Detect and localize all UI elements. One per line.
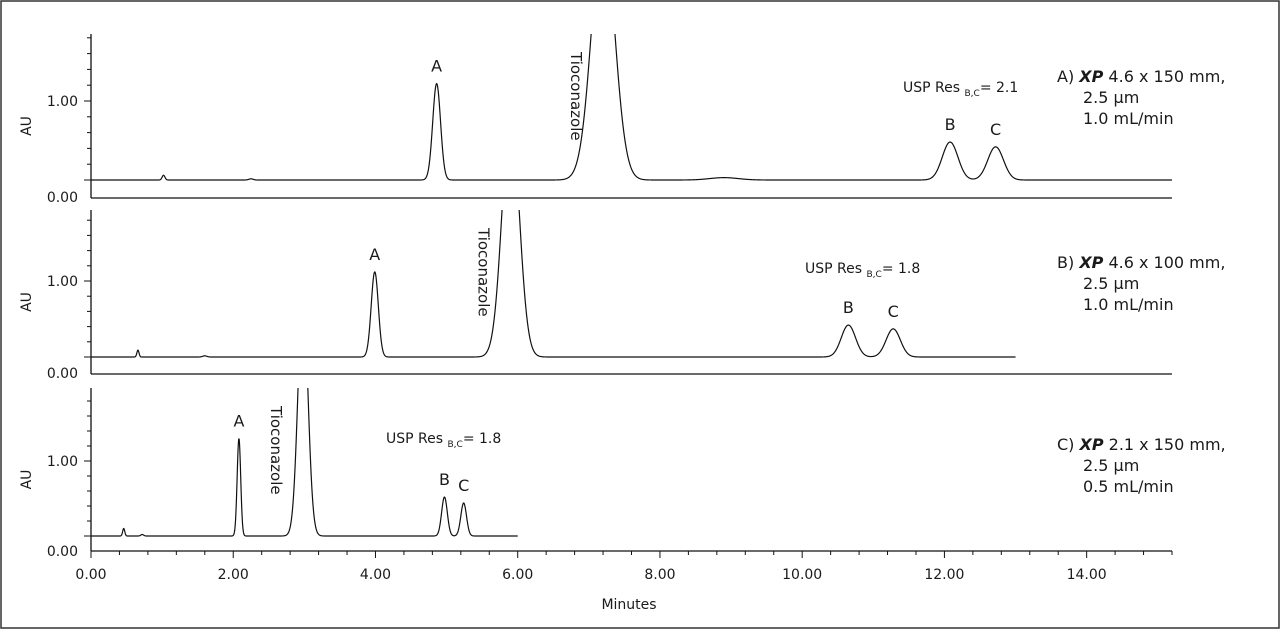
y-tick-label: 1.00: [47, 454, 78, 470]
resolution-annotation: USP Res B,C= 1.8: [386, 431, 501, 450]
column-caption-line: 0.5 mL/min: [1083, 477, 1174, 496]
column-caption-line: 2.5 μm: [1083, 456, 1139, 475]
column-caption-line: 2.5 μm: [1083, 274, 1139, 293]
peak-label-a: A: [431, 57, 442, 76]
peak-label-b: B: [945, 115, 956, 134]
panel-c: 0.00 1.00 AU A Tioconazole B C USP Res B,C= 1.8…: [19, 388, 1226, 560]
column-caption-line: 2.5 μm: [1083, 88, 1139, 107]
x-axis-label: Minutes: [601, 597, 656, 613]
y-axis-label: AU: [19, 292, 35, 312]
column-caption: C) XP 2.1 x 150 mm,: [1057, 435, 1226, 454]
x-axis: 0.00 2.00 4.00 6.00 8.00 10.00 12.00 14.00: [75, 551, 1173, 583]
x-tick-label: 8.00: [644, 567, 675, 583]
x-tick-label: 0.00: [75, 567, 106, 583]
peak-label-tioconazole: Tioconazole: [267, 405, 285, 495]
peak-label-c: C: [458, 476, 469, 495]
chromatogram-trace: [91, 210, 1016, 358]
column-caption: A) XP 4.6 x 150 mm,: [1057, 67, 1225, 86]
peak-label-tioconazole: Tioconazole: [475, 227, 493, 317]
x-tick-label: 4.00: [360, 567, 391, 583]
peak-label-b: B: [439, 470, 450, 489]
chromatogram-trace: [91, 388, 518, 537]
y-axis-label: AU: [19, 470, 35, 490]
column-caption-line: 1.0 mL/min: [1083, 295, 1174, 314]
x-tick-label: 10.00: [782, 567, 822, 583]
y-tick-label: 1.00: [47, 274, 78, 290]
peak-label-b: B: [843, 298, 854, 317]
y-tick-label: 0.00: [47, 544, 78, 560]
x-tick-label: 2.00: [218, 567, 249, 583]
column-caption-line: 1.0 mL/min: [1083, 109, 1174, 128]
peak-label-a: A: [233, 412, 244, 431]
chromatogram-trace: [91, 34, 1172, 181]
y-tick-label: 1.00: [47, 94, 78, 110]
resolution-annotation: USP Res B,C= 2.1: [903, 80, 1018, 99]
resolution-annotation: USP Res B,C= 1.8: [805, 261, 920, 280]
peak-label-c: C: [990, 120, 1001, 139]
y-axis-label: AU: [19, 116, 35, 136]
peak-label-tioconazole: Tioconazole: [567, 51, 585, 141]
x-tick-label: 6.00: [502, 567, 533, 583]
y-tick-label: 0.00: [47, 366, 78, 382]
x-tick-label: 14.00: [1067, 567, 1107, 583]
y-tick-label: 0.00: [47, 190, 78, 206]
peak-label-a: A: [369, 245, 380, 264]
x-tick-label: 12.00: [924, 567, 964, 583]
panel-a: 0.00 1.00 AU A Tioconazole B C USP Res B,C= 2.1…: [19, 34, 1225, 206]
panel-b: 0.00 1.00 AU A Tioconazole B C USP Res B,C= 1.8…: [19, 210, 1225, 382]
column-caption: B) XP 4.6 x 100 mm,: [1057, 253, 1225, 272]
peak-label-c: C: [888, 302, 899, 321]
